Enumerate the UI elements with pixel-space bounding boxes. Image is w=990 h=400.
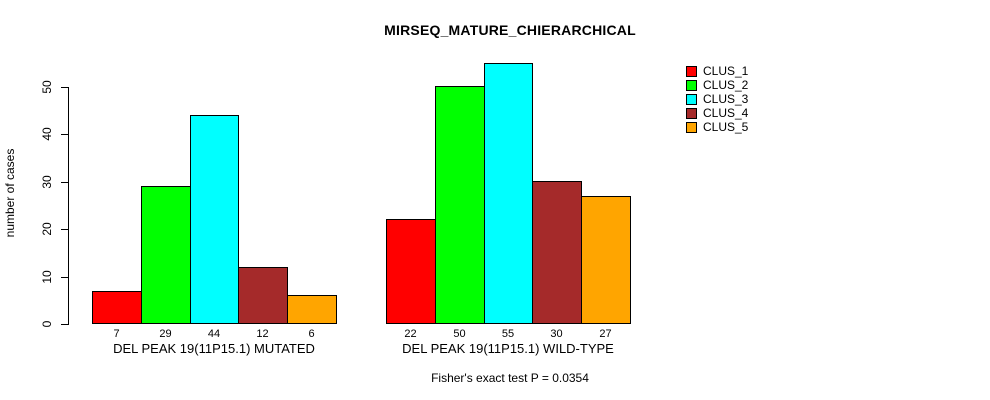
x-group-label: DEL PEAK 19(11P15.1) WILD-TYPE [402,341,614,356]
bar-clus_3-group1 [190,115,239,324]
legend-swatch [686,66,697,77]
y-tick-mark [61,182,68,183]
bar-value-label: 29 [159,328,172,340]
y-axis-label: number of cases [3,148,17,238]
bar-value-label: 50 [453,328,466,340]
legend-label: CLUS_5 [703,120,749,134]
chart-title: MIRSEQ_MATURE_CHIERARCHICAL [384,22,636,38]
bar-value-label: 7 [113,328,120,340]
bar-clus_5-group1 [287,295,337,324]
legend: CLUS_1 CLUS_2 CLUS_3 CLUS_4 CLUS_5 [686,64,749,134]
bar-value-label: 55 [501,328,515,340]
y-tick-mark [61,277,68,278]
bar-value-label: 6 [308,328,315,340]
bar-value-label: 12 [256,328,269,340]
legend-item: CLUS_1 [686,64,749,78]
fisher-test-annotation: Fisher's exact test P = 0.0354 [431,371,589,385]
bar-clus_1-group1 [92,291,142,324]
legend-swatch [686,122,697,133]
bar-clus_2-group2 [435,86,485,324]
y-tick-label: 20 [40,222,54,236]
legend-item: CLUS_2 [686,78,749,92]
bar-clus_3-group2 [484,63,533,324]
y-tick-label: 50 [40,80,54,94]
y-tick-mark [61,134,68,135]
y-tick-mark [61,324,68,325]
y-tick-label: 10 [40,270,54,284]
x-group-label: DEL PEAK 19(11P15.1) MUTATED [113,341,315,356]
legend-label: CLUS_2 [703,78,749,92]
legend-swatch [686,94,697,105]
bar-value-label: 30 [550,328,563,340]
bar-clus_4-group1 [238,267,288,324]
bar-clus_5-group2 [581,196,631,324]
legend-item: CLUS_4 [686,106,749,120]
y-axis-line [68,86,69,325]
y-tick-label: 30 [40,175,54,189]
y-tick-label: 40 [40,127,54,141]
bar-clus_1-group2 [386,219,436,324]
bar-value-label: 22 [404,328,417,340]
y-tick-label: 0 [40,320,54,328]
legend-swatch [686,108,697,119]
bar-clus_4-group2 [532,181,582,324]
bar-value-label: 44 [207,328,221,340]
bar-value-label: 27 [599,328,612,340]
legend-label: CLUS_1 [703,64,749,78]
legend-item: CLUS_3 [686,92,749,106]
legend-label: CLUS_3 [703,92,749,106]
legend-swatch [686,80,697,91]
legend-label: CLUS_4 [703,106,749,120]
bar-clus_2-group1 [141,186,191,324]
y-tick-mark [61,87,68,88]
legend-item: CLUS_5 [686,120,749,134]
y-tick-mark [61,229,68,230]
